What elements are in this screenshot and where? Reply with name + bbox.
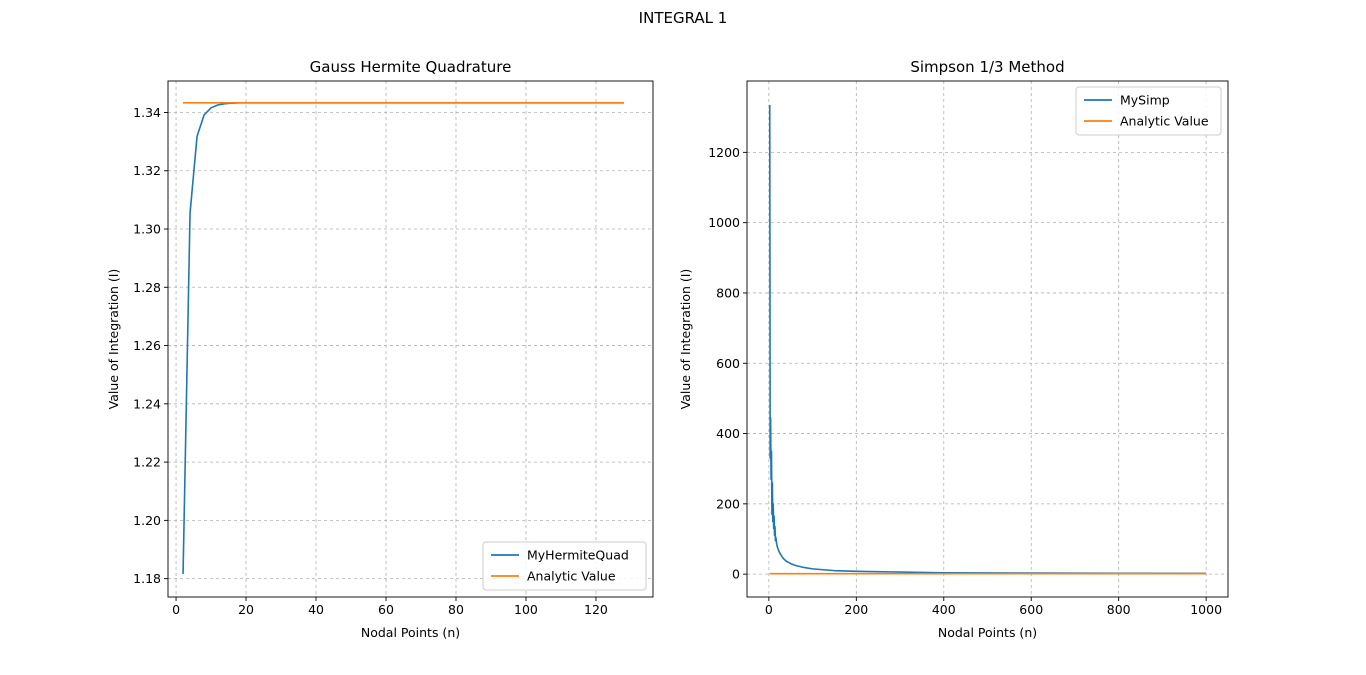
x-axis-label: Nodal Points (n)	[361, 625, 460, 640]
x-tick-label: 600	[1019, 602, 1043, 617]
series-group	[182, 102, 624, 574]
x-tick-label: 200	[844, 602, 868, 617]
legend-label: MySimp	[1120, 93, 1170, 108]
y-tick-label: 1.28	[133, 280, 161, 295]
x-tick-label: 0	[172, 602, 180, 617]
y-tick-label: 800	[716, 285, 740, 300]
chart-gauss: 0 20 40 60 80 100 120 1.18 1.20 1.22 1.24 1.26 1.28 1…	[106, 58, 654, 640]
series-line-mysimp	[768, 104, 1207, 575]
legend-label: Analytic Value	[527, 569, 616, 584]
axes-frame	[167, 80, 654, 598]
axes-frame	[746, 80, 1229, 598]
chart-title: Simpson 1/3 Method	[910, 58, 1064, 76]
chart-simpson: 0 200 400 600 800 1000 0 200 400 600 800 1000 1200 Si…	[678, 58, 1229, 640]
legend-box	[1075, 86, 1222, 136]
y-tick-label: 1.34	[133, 105, 161, 120]
x-tick-label: 20	[238, 602, 254, 617]
series-group	[768, 104, 1207, 575]
x-tick-label: 120	[584, 602, 608, 617]
legend: MySimp Analytic Value	[1075, 86, 1222, 136]
y-axis-label: Value of Integration (I)	[106, 269, 121, 410]
series-line-myhermitequad	[182, 102, 624, 574]
legend-label: MyHermiteQuad	[527, 548, 629, 563]
y-tick-label: 1000	[708, 215, 740, 230]
y-tick-label: 400	[716, 426, 740, 441]
legend-label: Analytic Value	[1120, 114, 1209, 129]
y-tick-label: 1.32	[133, 163, 161, 178]
x-tick-label: 800	[1107, 602, 1131, 617]
y-tick-label: 1.18	[133, 571, 161, 586]
y-tick-label: 1200	[708, 145, 740, 160]
y-tick-label: 1.26	[133, 338, 161, 353]
y-tick-label: 1.22	[133, 455, 161, 470]
y-tick-label: 600	[716, 356, 740, 371]
figure-title: INTEGRAL 1	[638, 9, 728, 27]
x-tick-label: 80	[448, 602, 464, 617]
x-tick-label: 60	[378, 602, 394, 617]
y-tick-label: 1.24	[133, 396, 161, 411]
x-tick-label: 1000	[1190, 602, 1222, 617]
chart-title: Gauss Hermite Quadrature	[310, 58, 512, 76]
x-tick-label: 100	[514, 602, 538, 617]
y-tick-label: 200	[716, 496, 740, 511]
y-axis-label: Value of Integration (I)	[678, 269, 693, 410]
legend: MyHermiteQuad Analytic Value	[482, 541, 647, 591]
legend-box	[482, 541, 647, 591]
x-tick-label: 0	[765, 602, 773, 617]
y-tick-label: 0	[732, 567, 740, 582]
y-tick-label: 1.30	[133, 222, 161, 237]
y-tick-label: 1.20	[133, 513, 161, 528]
x-tick-label: 40	[308, 602, 324, 617]
x-tick-label: 400	[932, 602, 956, 617]
x-axis-label: Nodal Points (n)	[938, 625, 1037, 640]
